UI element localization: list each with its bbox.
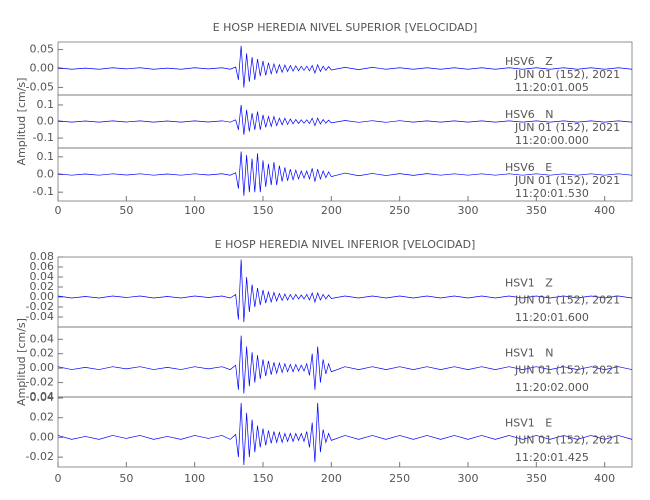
time-label: 11:20:01.425 <box>515 451 589 464</box>
y-tick-label: 0.05 <box>30 43 55 56</box>
y-tick-label: 0.08 <box>30 250 55 263</box>
y-tick-label: 0.02 <box>30 280 55 293</box>
date-label: JUN 01 (152), 2021 <box>514 174 620 187</box>
y-tick-label: -0.1 <box>33 131 54 144</box>
x-tick-label: 350 <box>526 472 547 485</box>
y-tick-label: -0.04 <box>26 390 54 403</box>
y-tick-label: 0.06 <box>30 260 55 273</box>
date-label: JUN 01 (152), 2021 <box>514 434 620 447</box>
time-label: 11:20:00.000 <box>515 134 589 147</box>
waveform <box>57 402 633 466</box>
y-tick-label: 0.02 <box>30 411 55 424</box>
station-label: HSV6 N <box>505 108 554 121</box>
station-label: HSV6 E <box>505 161 552 174</box>
y-tick-label: -0.02 <box>26 450 54 463</box>
x-tick-label: 50 <box>119 472 133 485</box>
y-tick-label: 0.1 <box>37 150 55 163</box>
y-tick-label: 0.1 <box>37 98 55 111</box>
station-label: HSV1 N <box>505 346 554 359</box>
panel-frame <box>57 396 633 468</box>
time-label: 11:20:02.000 <box>515 381 589 394</box>
y-tick-label: -0.02 <box>26 376 54 389</box>
x-tick-label: 300 <box>458 204 479 217</box>
y-tick-label: 0.00 <box>30 62 55 75</box>
y-tick-label: -0.05 <box>26 80 54 93</box>
x-tick-label: 0 <box>55 204 62 217</box>
date-label: JUN 01 (152), 2021 <box>514 294 620 307</box>
y-tick-label: 0.02 <box>30 347 55 360</box>
waveform <box>57 151 633 196</box>
y-tick-label: 0.00 <box>30 361 55 374</box>
y-axis-label: Amplitud [cm/s] <box>15 78 28 166</box>
x-tick-label: 400 <box>594 204 615 217</box>
chart-title: E HOSP HEREDIA NIVEL INFERIOR [VELOCIDAD… <box>215 238 476 251</box>
x-tick-label: 250 <box>389 204 410 217</box>
x-tick-label: 250 <box>389 472 410 485</box>
y-tick-label: -0.04 <box>26 310 54 323</box>
y-tick-label: 0.0 <box>37 115 55 128</box>
x-tick-label: 100 <box>184 204 205 217</box>
y-tick-label: 0.00 <box>30 430 55 443</box>
x-tick-label: 0 <box>55 472 62 485</box>
waveform <box>57 104 633 135</box>
date-label: JUN 01 (152), 2021 <box>514 121 620 134</box>
x-tick-label: 350 <box>526 204 547 217</box>
date-label: JUN 01 (152), 2021 <box>514 364 620 377</box>
x-tick-label: 150 <box>253 204 274 217</box>
y-tick-label: -0.1 <box>33 185 54 198</box>
x-tick-label: 200 <box>321 204 342 217</box>
y-tick-label: 0.04 <box>30 270 55 283</box>
x-tick-label: 400 <box>594 472 615 485</box>
y-axis-label: Amplitud [cm/s] <box>15 318 28 406</box>
y-tick-label: -0.02 <box>26 300 54 313</box>
x-tick-label: 50 <box>119 204 133 217</box>
waveform <box>57 259 633 323</box>
time-label: 11:20:01.005 <box>515 81 589 94</box>
waveform <box>57 335 633 394</box>
y-tick-label: 0.04 <box>30 391 55 404</box>
station-label: HSV6 Z <box>505 55 553 68</box>
y-tick-label: 0.0 <box>37 168 55 181</box>
x-tick-label: 150 <box>253 472 274 485</box>
waveform <box>57 45 633 88</box>
time-label: 11:20:01.600 <box>515 311 589 324</box>
x-tick-label: 100 <box>184 472 205 485</box>
y-tick-label: 0.00 <box>30 290 55 303</box>
x-tick-label: 300 <box>458 472 479 485</box>
chart-title: E HOSP HEREDIA NIVEL SUPERIOR [VELOCIDAD… <box>213 21 478 34</box>
y-tick-label: 0.04 <box>30 332 55 345</box>
x-tick-label: 200 <box>321 472 342 485</box>
station-label: HSV1 Z <box>505 276 553 289</box>
time-label: 11:20:01.530 <box>515 187 589 200</box>
station-label: HSV1 E <box>505 416 552 429</box>
date-label: JUN 01 (152), 2021 <box>514 68 620 81</box>
